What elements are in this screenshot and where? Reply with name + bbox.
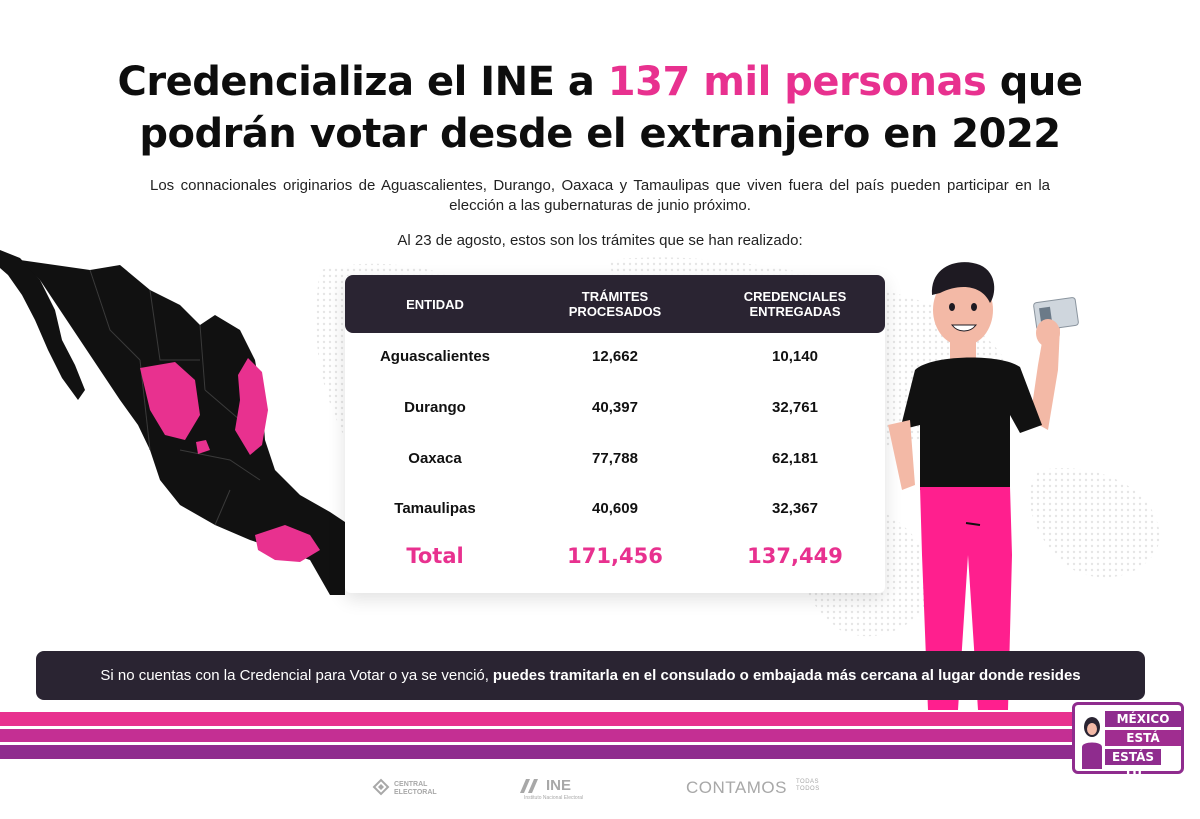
cell-tramites: 40,609: [592, 499, 638, 517]
badge-line-1: MÉXICO: [1105, 711, 1181, 727]
decorative-stripe: [0, 712, 1075, 726]
date-line: Al 23 de agosto, estos son los trámites …: [397, 232, 803, 249]
badge-line-2: ESTÁ DONDE: [1105, 730, 1181, 761]
header-tramites: TRÁMITES PROCESADOS: [568, 289, 662, 319]
cell-credenciales: 10,140: [772, 347, 818, 365]
ine-logo-icon: [520, 779, 538, 793]
table-row: Aguascalientes 12,662 10,140: [345, 345, 885, 367]
table-header: ENTIDAD TRÁMITES PROCESADOS CREDENCIALES E…: [345, 275, 885, 333]
header-credenciales: CREDENCIALES ENTREGADAS: [743, 289, 847, 319]
table-total-row: Total 171,456 137,449: [345, 541, 885, 571]
subtitle: Los connacionales originarios de Aguasca…: [150, 177, 1050, 214]
mexico-map-icon: [0, 250, 345, 595]
campaign-badge: MÉXICO ESTÁ DONDE ESTÁS TÚ: [1072, 702, 1184, 780]
central-electoral-logo: CENTRAL ELECTORAL: [372, 775, 437, 803]
decorative-stripe: [0, 745, 1075, 759]
total-label: Total: [406, 544, 464, 568]
central-electoral-logo-icon: [372, 778, 390, 796]
central-electoral-text: CENTRAL ELECTORAL: [394, 781, 437, 796]
woman-avatar-icon: [1082, 717, 1102, 769]
ine-text: INE: [546, 777, 572, 794]
ine-subtext: Instituto Nacional Electoral: [524, 795, 584, 801]
person-holding-card-icon: [888, 262, 1079, 710]
cell-credenciales: 62,181: [772, 449, 818, 467]
ine-logo: INE Instituto Nacional Electoral: [520, 775, 595, 803]
title-line1-end: que: [986, 59, 1083, 105]
notice-bold-text: puedes tramitarla en el consulado o emba…: [492, 667, 1081, 684]
table-row: Oaxaca 77,788 62,181: [345, 447, 885, 469]
cell-credenciales: 32,367: [772, 499, 818, 517]
cell-tramites: 77,788: [592, 449, 638, 467]
badge-line-3: ESTÁS TÚ: [1105, 749, 1161, 780]
cell-tramites: 12,662: [592, 347, 638, 365]
cell-entidad: Oaxaca: [408, 449, 462, 467]
title-accent: 137 mil personas: [607, 59, 987, 105]
page-title: Credencializa el INE a 137 mil personas …: [0, 56, 1200, 160]
title-line2: podrán votar desde el extranjero en 2022: [139, 111, 1061, 157]
procedures-table: ENTIDAD TRÁMITES PROCESADOS CREDENCIALES E…: [345, 275, 885, 593]
table-row: Tamaulipas 40,609 32,367: [345, 497, 885, 519]
notice-banner: Si no cuentas con la Credencial para Vot…: [36, 651, 1145, 700]
cell-entidad: Durango: [404, 398, 466, 416]
cell-tramites: 40,397: [592, 398, 638, 416]
cell-credenciales: 32,761: [772, 398, 818, 416]
contamos-subtext: TODAS TODOS: [796, 779, 820, 792]
total-credenciales: 137,449: [747, 544, 843, 568]
decorative-stripe: [0, 729, 1075, 742]
notice-text: Si no cuentas con la Credencial para Vot…: [100, 667, 489, 684]
contamos-text: CONTAMOS: [686, 778, 787, 797]
header-entidad: ENTIDAD: [406, 296, 464, 312]
total-tramites: 171,456: [567, 544, 663, 568]
contamos-logo: CONTAMOS TODAS TODOS: [686, 778, 826, 798]
cell-entidad: Tamaulipas: [394, 499, 476, 517]
title-line1-start: Credencializa el INE a: [117, 59, 608, 105]
table-row: Durango 40,397 32,761: [345, 396, 885, 418]
cell-entidad: Aguascalientes: [379, 347, 491, 365]
